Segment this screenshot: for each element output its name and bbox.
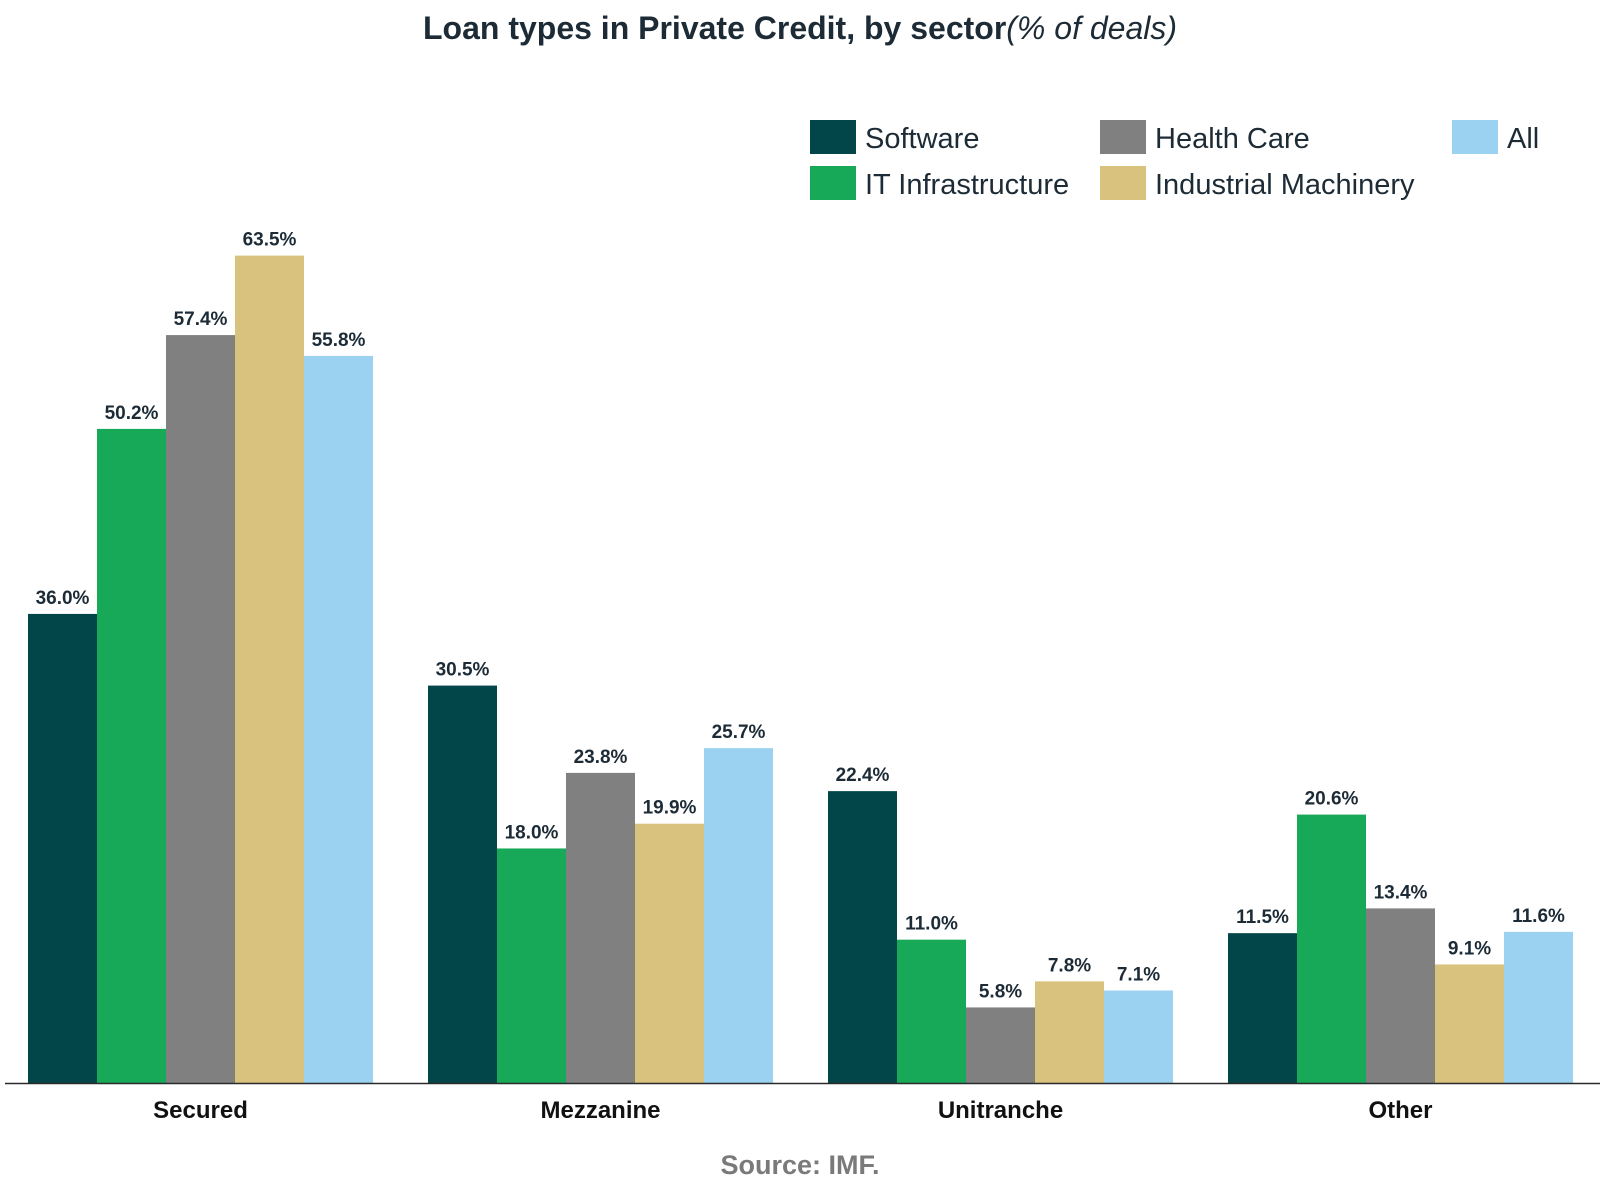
bar-mezzanine-industrial-machinery	[635, 823, 704, 1083]
bar-unitranche-health-care	[966, 1007, 1035, 1083]
source-note: Source: IMF.	[720, 1150, 880, 1180]
chart-title-subtitle: (% of deals)	[1006, 10, 1177, 46]
bar-value-label-mezzanine-software: 30.5%	[436, 660, 490, 681]
bar-other-health-care	[1366, 908, 1435, 1083]
bar-mezzanine-all	[704, 748, 773, 1083]
bar-value-label-secured-all: 55.8%	[312, 330, 366, 351]
legend-swatch-health-care	[1100, 120, 1146, 154]
legend-item-industrial-machinery: Industrial Machinery	[1100, 166, 1415, 201]
bar-value-label-other-software: 11.5%	[1236, 907, 1289, 928]
category-labels: Secured Mezzanine Unitranche Other	[153, 1097, 1432, 1124]
chart-title-main: Loan types in Private Credit, by sector	[422, 10, 1007, 46]
category-label-secured: Secured	[153, 1097, 248, 1124]
bar-secured-industrial-machinery	[235, 255, 304, 1084]
bar-value-label-unitranche-software: 22.4%	[836, 765, 890, 786]
bar-value-label-mezzanine-industrial-machinery: 19.9%	[643, 798, 697, 819]
bar-value-label-mezzanine-it-infrastructure: 18.0%	[505, 822, 559, 843]
category-label-mezzanine: Mezzanine	[540, 1097, 660, 1124]
bar-value-label-secured-health-care: 57.4%	[174, 309, 228, 330]
bar-other-it-infrastructure	[1297, 814, 1366, 1083]
bar-unitranche-industrial-machinery	[1035, 981, 1104, 1083]
bar-mezzanine-software	[428, 685, 497, 1083]
legend-label-all: All	[1507, 123, 1539, 155]
legend-swatch-software	[810, 120, 856, 154]
category-label-other: Other	[1368, 1097, 1432, 1124]
legend-label-health-care: Health Care	[1155, 123, 1310, 155]
bar-value-label-unitranche-industrial-machinery: 7.8%	[1048, 955, 1091, 976]
legend-swatch-industrial-machinery	[1100, 166, 1146, 200]
bar-value-label-unitranche-health-care: 5.8%	[979, 981, 1022, 1002]
bar-value-label-secured-it-infrastructure: 50.2%	[105, 403, 159, 424]
legend-swatch-all	[1452, 120, 1498, 154]
legend-item-it-infrastructure: IT Infrastructure	[810, 166, 1069, 201]
bar-value-label-mezzanine-all: 25.7%	[712, 722, 766, 743]
legend-label-it-infrastructure: IT Infrastructure	[865, 169, 1069, 201]
legend-item-all: All	[1452, 120, 1539, 155]
legend-label-software: Software	[865, 123, 979, 155]
bars	[28, 255, 1573, 1084]
bar-mezzanine-health-care	[566, 772, 635, 1083]
bar-secured-it-infrastructure	[97, 428, 166, 1083]
bar-value-label-secured-industrial-machinery: 63.5%	[243, 230, 297, 251]
bar-other-industrial-machinery	[1435, 964, 1504, 1083]
bar-value-label-other-all: 11.6%	[1512, 906, 1565, 927]
bar-value-label-mezzanine-health-care: 23.8%	[574, 747, 628, 768]
bar-value-label-other-it-infrastructure: 20.6%	[1305, 789, 1359, 810]
legend: Software IT Infrastructure Health Care Indu…	[810, 120, 1539, 201]
bar-other-all	[1504, 931, 1573, 1083]
bar-unitranche-software	[828, 791, 897, 1083]
bar-labels: 36.0% 50.2% 57.4% 63.5% 55.8% 30.5% 18.0% 23.8%…	[36, 230, 1565, 1003]
legend-label-industrial-machinery: Industrial Machinery	[1155, 169, 1415, 201]
legend-swatch-it-infrastructure	[810, 166, 856, 200]
bar-value-label-secured-software: 36.0%	[36, 588, 90, 609]
bar-secured-software	[28, 613, 97, 1083]
bar-secured-health-care	[166, 335, 235, 1083]
bar-value-label-unitranche-it-infrastructure: 11.0%	[905, 914, 958, 935]
chart-title: Loan types in Private Credit, by sector(…	[0, 10, 1600, 47]
legend-item-health-care: Health Care	[1100, 120, 1310, 155]
bar-unitranche-all	[1104, 990, 1173, 1083]
bar-value-label-unitranche-all: 7.1%	[1117, 964, 1160, 985]
bar-secured-all	[304, 355, 373, 1083]
bar-value-label-other-industrial-machinery: 9.1%	[1448, 938, 1491, 959]
bar-mezzanine-it-infrastructure	[497, 848, 566, 1083]
bar-unitranche-it-infrastructure	[897, 939, 966, 1083]
category-label-unitranche: Unitranche	[938, 1097, 1063, 1124]
legend-item-software: Software	[810, 120, 979, 155]
bar-other-software	[1228, 933, 1297, 1083]
bar-value-label-other-health-care: 13.4%	[1374, 882, 1428, 903]
